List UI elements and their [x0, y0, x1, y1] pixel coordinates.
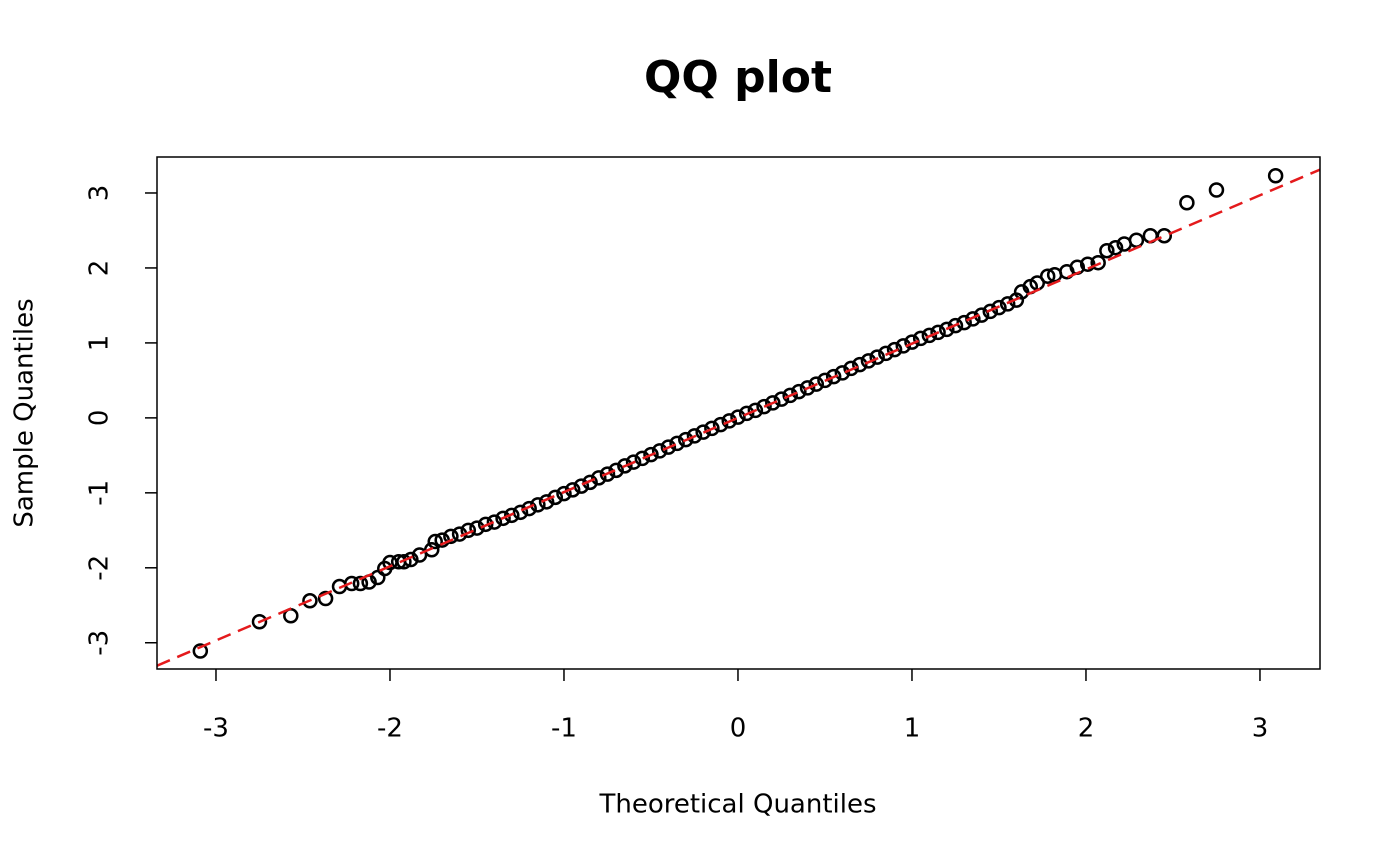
point — [1267, 167, 1284, 184]
point — [730, 409, 746, 425]
y-tick-label: 2 — [85, 260, 115, 277]
x-tick-label: -1 — [551, 714, 577, 744]
point — [317, 590, 334, 607]
point — [791, 383, 807, 400]
x-tick-label: 0 — [730, 714, 747, 744]
chart-title: QQ plot — [644, 52, 832, 103]
point — [808, 376, 825, 392]
point — [1156, 227, 1173, 244]
point — [799, 380, 816, 396]
point — [352, 575, 369, 592]
point — [469, 520, 485, 536]
point — [396, 554, 412, 570]
point — [556, 485, 572, 502]
point — [965, 311, 981, 327]
point — [686, 428, 703, 444]
point — [939, 321, 955, 338]
y-axis-label: Sample Quantiles — [10, 298, 40, 527]
point — [495, 510, 511, 527]
point — [625, 454, 642, 470]
point — [477, 516, 494, 533]
point — [423, 542, 440, 558]
point — [660, 439, 677, 455]
point — [773, 391, 790, 407]
x-tick-label: 3 — [1252, 714, 1269, 744]
point — [747, 402, 764, 419]
point — [817, 372, 833, 389]
point — [504, 507, 520, 524]
point — [1079, 256, 1096, 272]
point — [634, 450, 651, 467]
point — [834, 365, 851, 381]
point — [302, 593, 318, 609]
point — [1128, 232, 1145, 248]
reference-line — [157, 168, 1320, 667]
point — [1039, 268, 1056, 284]
plot-frame — [156, 156, 1321, 670]
point — [591, 470, 607, 486]
x-tick-label: 1 — [904, 714, 921, 744]
point — [852, 356, 868, 373]
point — [712, 416, 729, 433]
point — [669, 435, 685, 452]
point — [825, 368, 842, 385]
point — [1107, 239, 1124, 256]
point — [599, 466, 616, 482]
point — [251, 614, 268, 630]
point — [192, 643, 209, 659]
point — [973, 307, 990, 323]
point — [343, 575, 360, 592]
y-tick-label: 3 — [85, 185, 115, 202]
point — [1179, 194, 1195, 211]
point — [860, 353, 877, 369]
y-tick-label: -1 — [85, 480, 115, 506]
point — [608, 462, 624, 479]
y-tick-label: -3 — [85, 630, 115, 656]
point — [843, 360, 859, 377]
point — [643, 446, 659, 463]
point — [460, 522, 477, 539]
x-tick-label: -2 — [377, 714, 403, 744]
x-tick-label: -3 — [203, 714, 229, 744]
x-tick-label: 2 — [1078, 714, 1095, 744]
point — [443, 528, 459, 545]
point — [1099, 242, 1115, 259]
point — [695, 424, 711, 440]
point — [765, 395, 781, 411]
point — [947, 317, 964, 334]
point — [756, 398, 772, 415]
point — [869, 349, 885, 365]
point — [617, 458, 633, 474]
point — [1090, 254, 1106, 271]
point — [486, 514, 503, 530]
point — [721, 413, 738, 429]
point — [782, 387, 798, 404]
point — [930, 324, 946, 341]
point — [651, 443, 668, 459]
point — [886, 341, 903, 358]
point — [921, 327, 938, 344]
point — [991, 299, 1007, 316]
point — [738, 405, 755, 422]
y-tick-label: -2 — [85, 555, 115, 581]
point — [678, 431, 694, 448]
point — [878, 345, 894, 362]
y-tick-label: 1 — [85, 335, 115, 352]
point — [999, 296, 1016, 312]
point — [573, 478, 590, 494]
point — [956, 314, 972, 331]
point — [704, 420, 720, 437]
point — [1208, 182, 1225, 198]
point — [582, 474, 598, 491]
point — [538, 494, 555, 510]
y-tick-label: 0 — [85, 410, 115, 427]
point — [982, 303, 999, 320]
point — [427, 533, 443, 550]
point — [512, 504, 529, 521]
x-axis-label: Theoretical Quantiles — [598, 790, 876, 820]
